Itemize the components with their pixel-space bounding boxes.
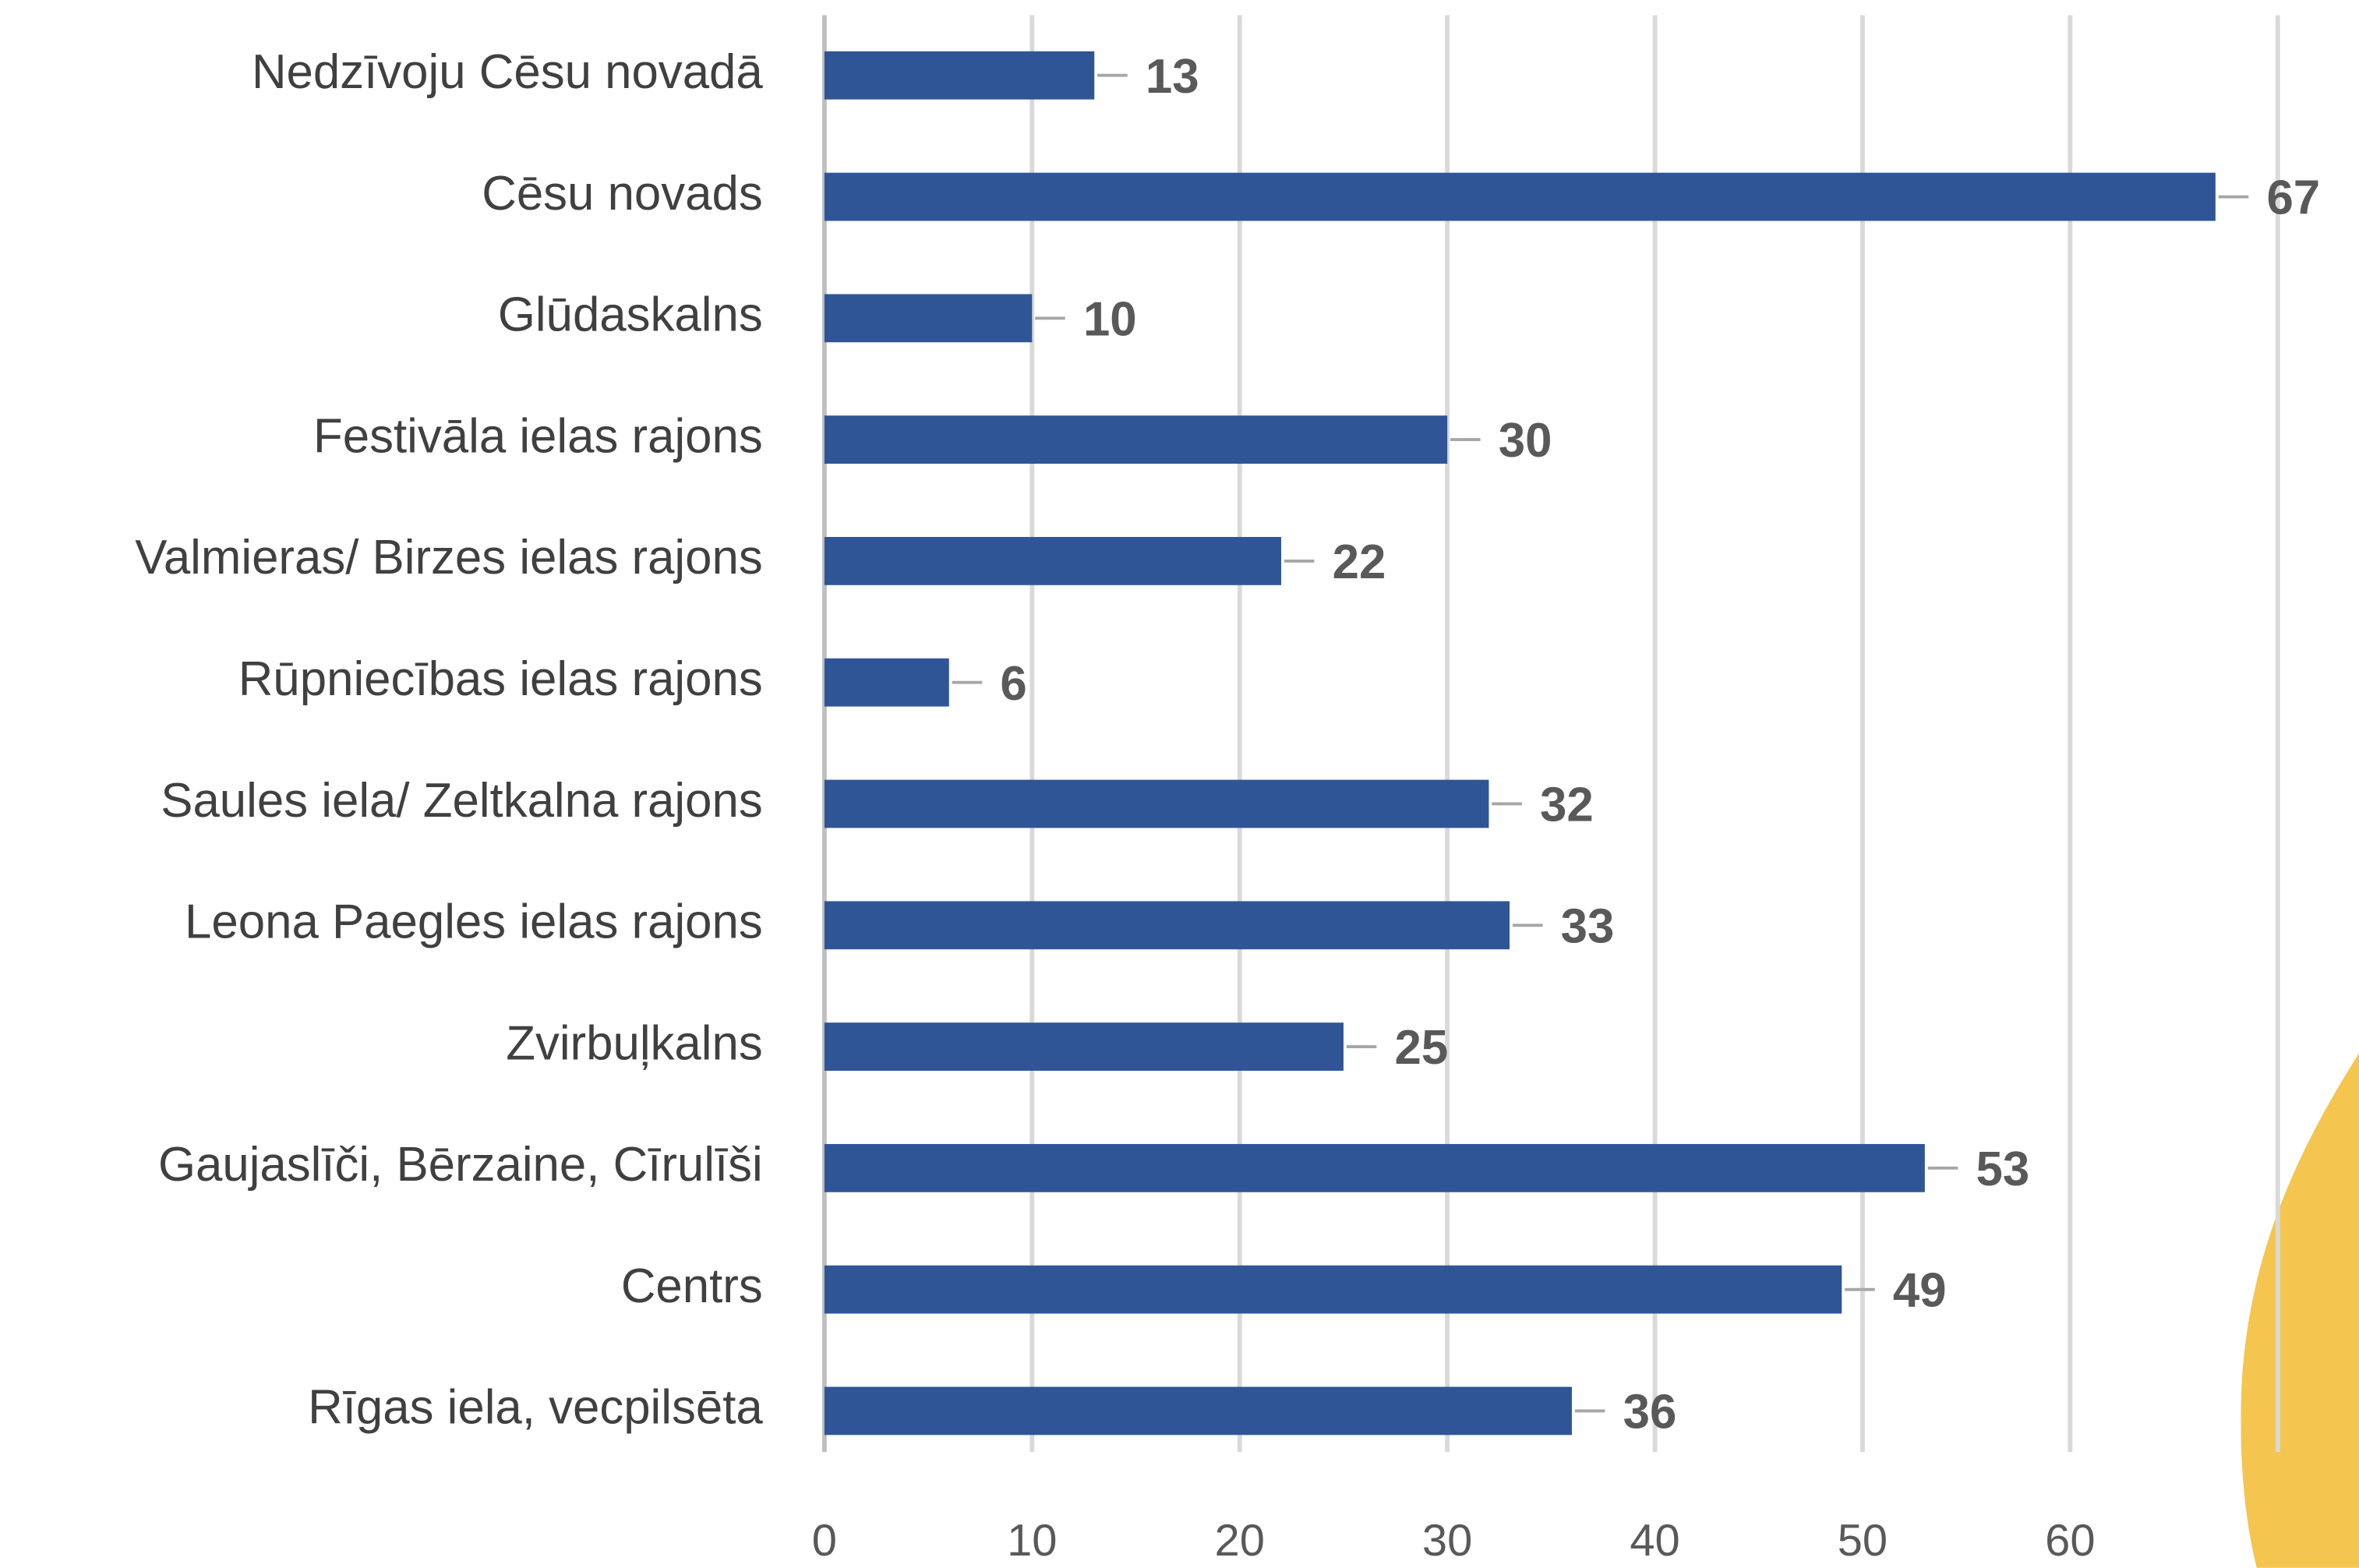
bar: [825, 537, 1281, 585]
value-label: 6: [1000, 657, 1026, 711]
bar: [825, 659, 949, 707]
x-tick-label: 10: [1007, 1516, 1057, 1566]
y-tick-label: Gaujaslīči, Bērzaine, Cīrulīši: [158, 1138, 763, 1192]
x-tick-label: 50: [1838, 1516, 1888, 1566]
bar: [825, 415, 1447, 464]
bar: [825, 173, 2216, 221]
value-label: 13: [1146, 50, 1199, 104]
x-tick-label: 60: [2045, 1516, 2095, 1566]
y-tick-label: Rīgas iela, vecpilsēta: [308, 1381, 763, 1435]
value-label: 53: [1976, 1142, 2029, 1196]
y-tick-label: Glūdaskalns: [498, 288, 763, 342]
y-tick-label: Saules iela/ Zeltkalna rajons: [161, 774, 763, 828]
value-label: 22: [1333, 535, 1386, 589]
y-tick-label: Valmieras/ Birzes ielas rajons: [135, 531, 763, 584]
value-label: 10: [1083, 292, 1137, 346]
y-tick-label: Festivāla ielas rajons: [313, 409, 763, 463]
value-label: 67: [2266, 171, 2320, 225]
decoration: [2241, 1054, 2359, 1568]
page: {"chart_data": {"type": "bar", "orientat…: [0, 0, 2359, 1568]
bar: [825, 1387, 1572, 1436]
bar: [825, 1144, 1925, 1192]
bar: [825, 780, 1489, 828]
bar: [825, 901, 1510, 949]
y-tick-label: Nedzīvoju Cēsu novadā: [252, 45, 763, 99]
x-tick-label: 20: [1215, 1516, 1265, 1566]
y-tick-label: Cēsu novads: [482, 167, 763, 221]
value-label: 49: [1893, 1264, 1947, 1318]
bar: [825, 1266, 1842, 1314]
value-label: 25: [1395, 1021, 1449, 1075]
value-label: 30: [1499, 414, 1552, 468]
y-tick-label: Zvirbuļkalns: [506, 1016, 763, 1070]
chart: 0 10 20 30 40 50 60 Nedzīvoju Cēsu novadā 13 Cēsu…: [0, 0, 2359, 1568]
bar: [825, 294, 1032, 342]
value-label: 33: [1561, 899, 1615, 953]
bar: [825, 1022, 1344, 1071]
x-tick-label: 0: [812, 1516, 837, 1566]
y-tick-label: Centrs: [621, 1259, 763, 1313]
y-tick-label: Rūpniecības ielas rajons: [238, 652, 763, 706]
bar: [825, 51, 1094, 100]
value-label: 32: [1540, 779, 1594, 832]
value-label: 36: [1623, 1386, 1677, 1439]
x-tick-label: 40: [1630, 1516, 1679, 1566]
x-tick-label: 30: [1422, 1516, 1472, 1566]
y-tick-label: Leona Paegles ielas rajons: [185, 895, 763, 949]
